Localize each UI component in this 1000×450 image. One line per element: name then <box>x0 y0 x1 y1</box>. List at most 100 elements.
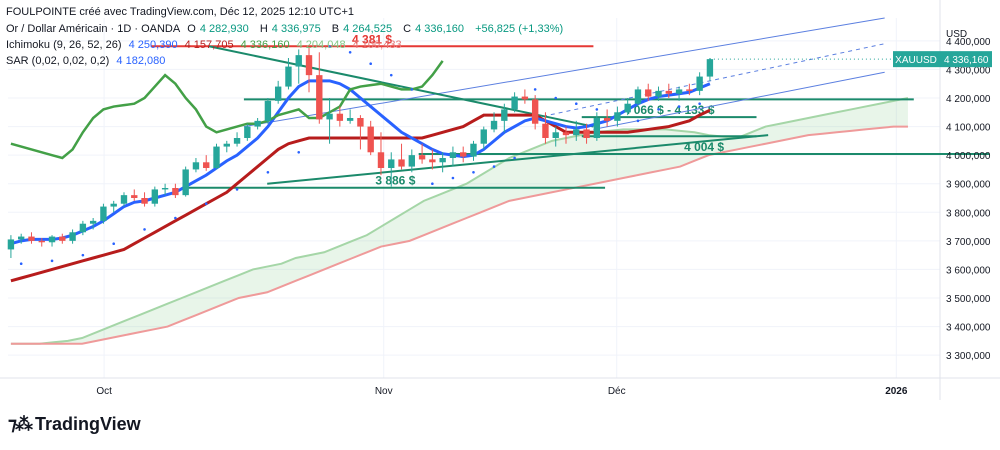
ichimoku-cloud <box>10 98 908 344</box>
sar-dot <box>50 259 54 263</box>
candle-body <box>89 220 97 224</box>
candle-body <box>233 138 241 144</box>
candle-body <box>161 188 169 190</box>
candle-body <box>336 113 344 121</box>
sar-dot <box>595 108 599 111</box>
tradingview-logo[interactable]: ⁊⁂ TradingView <box>8 414 141 435</box>
y-tick-label: 4 100,000 <box>946 123 991 134</box>
candle-body <box>460 152 467 157</box>
candle-body <box>408 155 415 167</box>
x-tick-label: 2026 <box>885 386 908 397</box>
candle-body <box>593 118 601 138</box>
price-tag-value: 4 336,160 <box>944 55 989 66</box>
sar-dot <box>112 242 116 246</box>
candle-body <box>377 152 385 168</box>
x-tick-label: Déc <box>608 386 626 397</box>
candle-body <box>614 112 621 121</box>
candle-body <box>542 123 549 138</box>
candle-body <box>470 143 477 157</box>
senkou-span-b-line <box>10 125 908 345</box>
ascending-trend <box>267 134 769 185</box>
sar-dot <box>451 176 455 180</box>
candle-body <box>203 162 210 168</box>
candle-body <box>141 198 148 204</box>
sar-dot <box>143 228 146 231</box>
candle-body <box>38 240 45 243</box>
ichimoku-kijun-value: 4 157,705 <box>184 39 234 51</box>
sar-dot <box>328 45 331 48</box>
channel-bottom <box>593 71 885 130</box>
close-value: 4 336,160 <box>415 23 465 35</box>
low-value: 4 264,525 <box>343 23 393 35</box>
candle-body <box>151 189 159 204</box>
candle-body <box>131 195 138 198</box>
candle-body <box>665 90 672 94</box>
sar-dot <box>554 96 558 100</box>
y-tick-label: 3 500,000 <box>946 294 991 305</box>
candle-body <box>490 120 498 130</box>
candle-body <box>449 152 457 158</box>
sar-dot <box>513 156 516 160</box>
level-label: 4 004 $ <box>684 140 724 154</box>
candle-body <box>521 96 529 100</box>
ichimoku-name: Ichimoku (9, 26, 52, 26) <box>6 39 122 51</box>
sar-dot <box>533 88 537 91</box>
symbol-name: Or / Dollar Américain · 1D · OANDA <box>6 23 181 35</box>
candle-body <box>7 239 15 250</box>
sar-name: SAR (0,02, 0,02, 0,2) <box>6 55 110 67</box>
candle-body <box>388 159 395 168</box>
candle-body <box>367 126 374 153</box>
sar-value: 4 182,080 <box>116 55 166 67</box>
candle-body <box>552 132 559 138</box>
level-label: 3 886 $ <box>375 174 415 188</box>
candle-body <box>120 195 128 204</box>
tradingview-logo-text: TradingView <box>34 414 141 434</box>
tradingview-logo-icon: ⁊⁂ <box>8 414 33 434</box>
sar-dot <box>492 165 496 168</box>
x-tick-label: Nov <box>375 386 393 397</box>
chikou-span-line <box>10 60 444 160</box>
candle-body <box>531 99 539 124</box>
candle-body <box>675 89 683 94</box>
sar-dot <box>431 182 434 186</box>
sar-legend[interactable]: SAR (0,02, 0,02, 0,2) 4 182,080 <box>6 55 169 67</box>
sar-dot <box>677 105 681 108</box>
ichimoku-chikou-value: 4 336,160 <box>240 39 290 51</box>
sar-dot <box>657 108 660 111</box>
candle-body <box>285 66 292 87</box>
level-label: 4 066 $ - 4 133 $ <box>624 103 715 117</box>
candle-body <box>326 113 333 120</box>
sar-dot <box>410 88 414 91</box>
sar-dot <box>369 62 372 66</box>
candle-body <box>346 118 354 121</box>
candle-body <box>655 90 662 97</box>
senkou-span-a-line <box>10 97 909 345</box>
channel-top <box>243 17 885 128</box>
candle-body <box>48 236 56 243</box>
sar-dot <box>204 202 208 206</box>
y-tick-label: 3 600,000 <box>946 265 991 276</box>
candle-body <box>603 118 611 121</box>
candle-body <box>79 223 87 233</box>
candle-body <box>264 100 272 121</box>
candle-body <box>398 159 405 167</box>
candle-body <box>28 236 35 241</box>
y-tick-label: 4 400,000 <box>946 37 991 48</box>
candle-body <box>274 86 282 101</box>
sar-dot <box>266 170 270 174</box>
ichimoku-legend[interactable]: Ichimoku (9, 26, 52, 26) 4 250,390 4 157… <box>6 39 406 51</box>
candle-body <box>573 129 580 136</box>
ichimoku-senkou-b-value: 4 100,433 <box>352 39 402 51</box>
candle-body <box>18 236 25 240</box>
candle-body <box>223 143 230 147</box>
open-value: 4 282,930 <box>199 23 249 35</box>
candle-body <box>583 129 590 138</box>
y-tick-label: 3 800,000 <box>946 208 991 219</box>
candle-body <box>244 126 251 138</box>
level-label: 4 381 $ <box>352 32 392 46</box>
candle-body <box>100 206 107 221</box>
ichimoku-senkou-a-value: 4 204,048 <box>296 39 346 51</box>
